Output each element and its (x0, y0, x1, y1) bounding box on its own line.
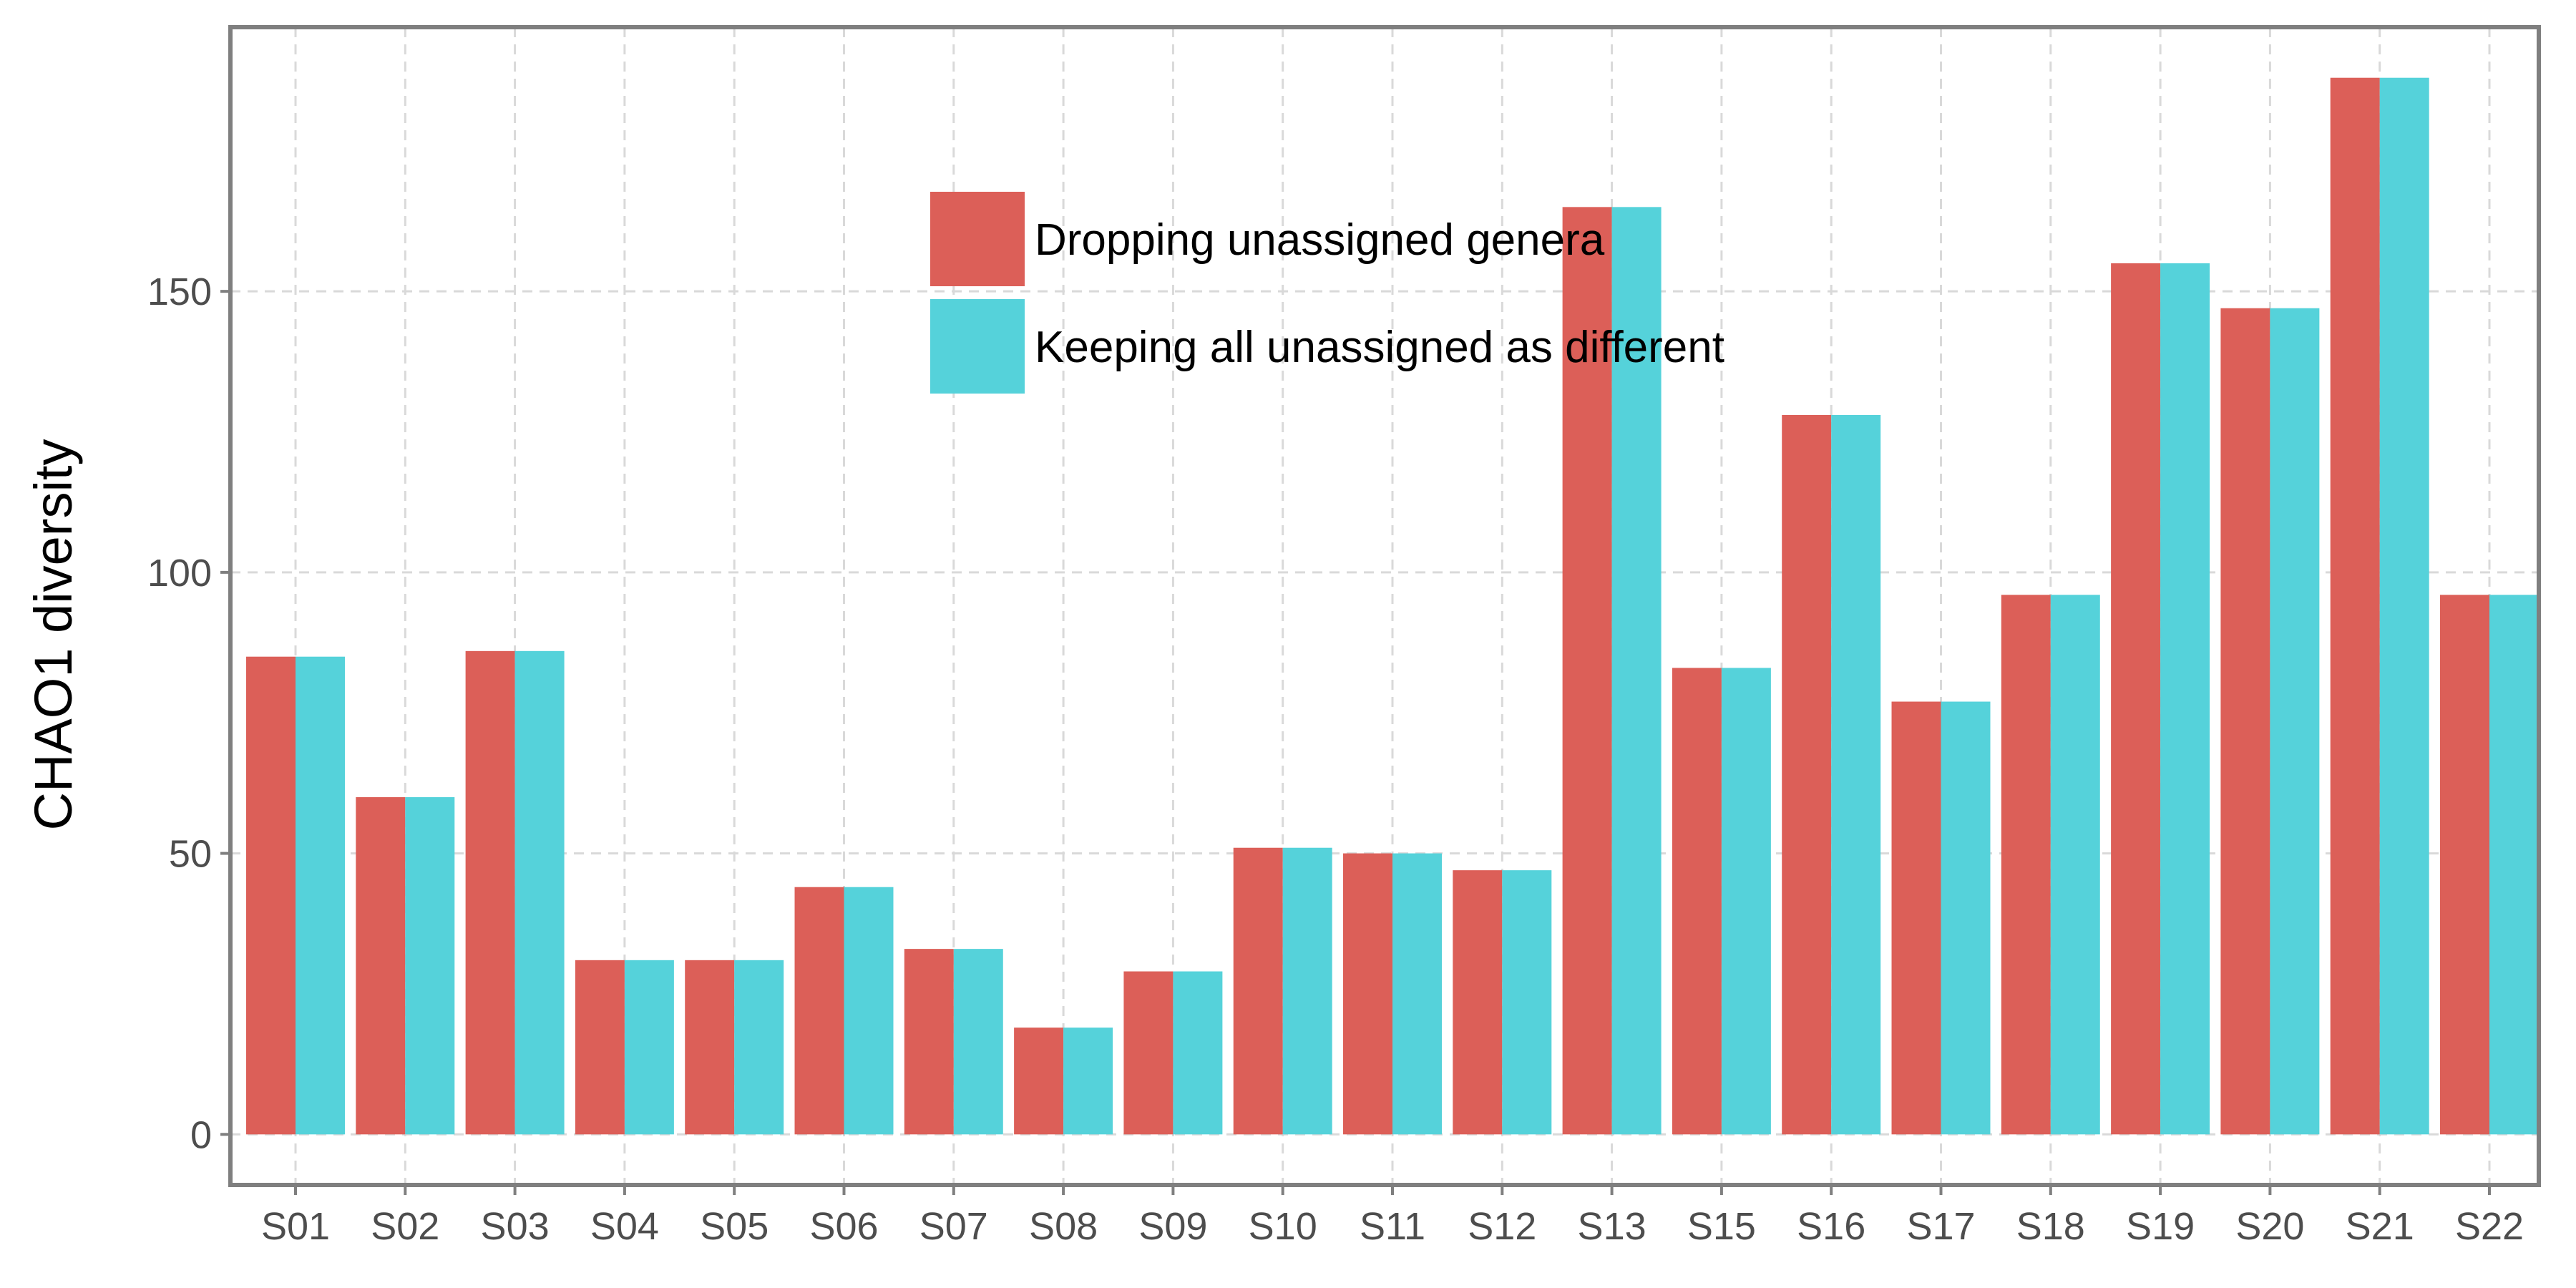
bar-s16-series-1 (1782, 414, 1832, 1135)
legend-key-series-1 (930, 192, 1025, 286)
bar-s13-series-1 (1562, 207, 1612, 1135)
bar-s15-series-2 (1721, 668, 1771, 1135)
x-tick-label: S08 (1029, 1205, 1098, 1248)
bar-s03-series-1 (465, 650, 515, 1135)
bar-s21-series-1 (2330, 77, 2380, 1135)
bar-s13-series-2 (1611, 207, 1662, 1135)
y-axis-title: CHAO1 diversity (24, 439, 83, 831)
bar-s07-series-2 (953, 949, 1003, 1135)
x-tick-label: S18 (2016, 1205, 2085, 1248)
bar-s16-series-2 (1831, 414, 1881, 1135)
x-tick-label: S04 (590, 1205, 659, 1248)
bars (246, 77, 2539, 1135)
x-tick-label: S21 (2346, 1205, 2414, 1248)
legend: Dropping unassigned genera Keeping all un… (930, 192, 1724, 394)
bar-s17-series-2 (1941, 701, 1991, 1135)
bar-s22-series-1 (2440, 595, 2489, 1135)
x-tick-label: S15 (1687, 1205, 1756, 1248)
bar-s09-series-1 (1123, 971, 1174, 1135)
x-tick-label: S05 (700, 1205, 769, 1248)
bar-s12-series-1 (1453, 870, 1503, 1135)
bar-s04-series-1 (575, 960, 625, 1135)
bar-s08-series-2 (1063, 1028, 1113, 1135)
legend-key-series-2 (930, 299, 1025, 394)
bar-s07-series-1 (904, 949, 954, 1135)
bar-s06-series-1 (794, 887, 844, 1135)
bar-s05-series-2 (734, 960, 784, 1135)
x-tick-label: S20 (2235, 1205, 2304, 1248)
bar-s09-series-2 (1173, 971, 1223, 1135)
legend-label-series-1: Dropping unassigned genera (1035, 215, 1605, 265)
bar-s01-series-2 (296, 656, 345, 1135)
y-axis: 0 50 100 150 (147, 270, 230, 1156)
x-tick-label: S03 (481, 1205, 550, 1248)
panel-border (228, 25, 2541, 1187)
bar-s11-series-1 (1343, 853, 1392, 1135)
x-tick-label: S12 (1468, 1205, 1536, 1248)
y-tick-label: 0 (190, 1113, 212, 1156)
bar-s10-series-2 (1282, 847, 1332, 1135)
bar-s21-series-2 (2379, 77, 2429, 1135)
bar-s17-series-1 (1891, 701, 1941, 1135)
x-tick-label: S09 (1138, 1205, 1207, 1248)
bar-s18-series-1 (2001, 595, 2051, 1135)
bar-s01-series-1 (246, 656, 296, 1135)
x-tick-label: S17 (1906, 1205, 1975, 1248)
bar-s11-series-2 (1392, 853, 1442, 1135)
bar-s05-series-1 (685, 960, 735, 1135)
bar-s10-series-1 (1233, 847, 1283, 1135)
x-tick-label: S22 (2455, 1205, 2524, 1248)
x-tick-label: S19 (2126, 1205, 2195, 1248)
y-tick-label: 50 (169, 833, 212, 876)
bar-s18-series-2 (2050, 595, 2100, 1135)
bar-s19-series-2 (2160, 263, 2210, 1135)
bar-s02-series-1 (356, 797, 406, 1135)
x-tick-label: S16 (1797, 1205, 1865, 1248)
x-tick-label: S07 (919, 1205, 988, 1248)
x-tick-label: S02 (371, 1205, 439, 1248)
y-tick-label: 150 (147, 270, 212, 313)
bar-s02-series-2 (405, 797, 455, 1135)
bar-s03-series-2 (514, 650, 565, 1135)
bar-s20-series-1 (2220, 308, 2270, 1135)
x-tick-label: S06 (809, 1205, 878, 1248)
bar-s15-series-1 (1672, 668, 1722, 1135)
y-tick-label: 100 (147, 552, 212, 595)
legend-label-series-2: Keeping all unassigned as different (1035, 323, 1724, 372)
x-tick-label: S01 (261, 1205, 330, 1248)
bar-s12-series-2 (1502, 870, 1552, 1135)
bar-s04-series-2 (624, 960, 674, 1135)
x-tick-label: S10 (1249, 1205, 1317, 1248)
bar-s19-series-1 (2111, 263, 2161, 1135)
bar-s08-series-1 (1014, 1028, 1064, 1135)
x-tick-label: S13 (1578, 1205, 1646, 1248)
x-tick-label: S11 (1360, 1205, 1425, 1248)
bar-s22-series-2 (2489, 595, 2539, 1135)
x-axis: S01 S02 S03 S04 S05 S06 S07 S08 S09 S10 S11 S12 S13 S… (261, 1185, 2524, 1248)
bar-s20-series-2 (2270, 308, 2320, 1135)
bar-s06-series-2 (844, 887, 894, 1135)
